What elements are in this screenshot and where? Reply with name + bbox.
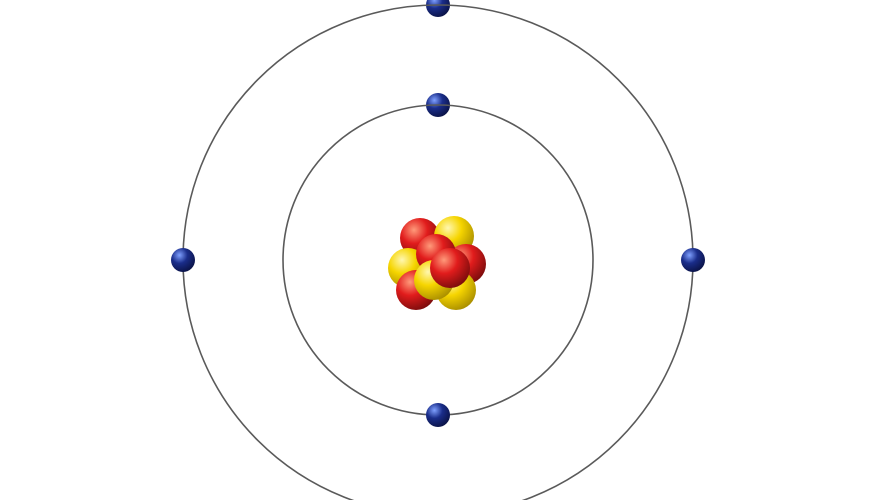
electron (426, 0, 450, 17)
electron (171, 248, 195, 272)
atom-diagram (0, 0, 877, 500)
nucleus (388, 216, 486, 310)
electron (681, 248, 705, 272)
atom-svg (0, 0, 877, 500)
proton (430, 248, 470, 288)
electron (426, 403, 450, 427)
